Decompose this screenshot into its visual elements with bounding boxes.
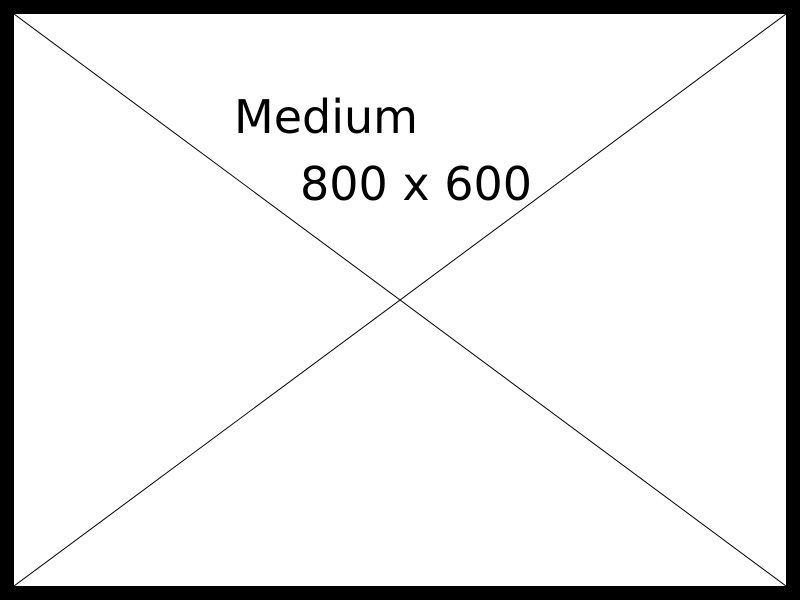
placeholder-cross — [14, 14, 786, 586]
diagonal-line-top-right-to-bottom-left — [14, 14, 786, 586]
placeholder-image-area: Medium 800 x 600 — [14, 14, 786, 586]
placeholder-title: Medium — [234, 90, 418, 144]
placeholder-size-label: 800 x 600 — [300, 157, 533, 211]
